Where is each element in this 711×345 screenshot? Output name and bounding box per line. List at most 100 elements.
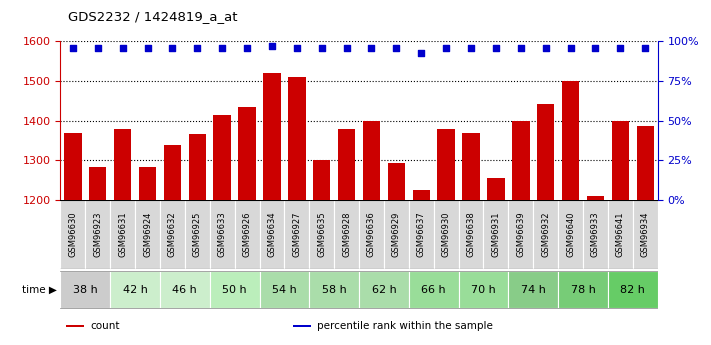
Text: 82 h: 82 h <box>621 285 645 295</box>
Bar <box>213 115 231 200</box>
Bar <box>409 271 459 308</box>
Text: 50 h: 50 h <box>223 285 247 295</box>
Bar <box>387 163 405 200</box>
Bar <box>437 129 455 200</box>
Text: 74 h: 74 h <box>521 285 545 295</box>
Text: 46 h: 46 h <box>173 285 197 295</box>
Point <box>292 45 303 50</box>
Bar <box>313 160 331 200</box>
Point <box>166 45 178 50</box>
Bar <box>210 200 235 269</box>
Point <box>316 45 327 50</box>
Text: GSM96630: GSM96630 <box>68 212 77 257</box>
Text: GSM96641: GSM96641 <box>616 212 625 257</box>
Bar <box>512 121 530 200</box>
Bar <box>583 200 608 269</box>
Text: GSM96639: GSM96639 <box>516 212 525 257</box>
Point <box>141 45 154 50</box>
Point <box>92 45 104 50</box>
Text: GDS2232 / 1424819_a_at: GDS2232 / 1424819_a_at <box>68 10 237 23</box>
Bar <box>160 271 210 308</box>
Point <box>67 45 78 50</box>
Bar <box>288 77 306 200</box>
Text: GSM96631: GSM96631 <box>118 212 127 257</box>
Point <box>614 45 626 50</box>
Text: GSM96930: GSM96930 <box>442 212 451 257</box>
Text: 58 h: 58 h <box>322 285 346 295</box>
Bar <box>384 200 409 269</box>
Text: 62 h: 62 h <box>372 285 396 295</box>
Bar <box>110 200 135 269</box>
Point <box>415 50 427 55</box>
Text: GSM96932: GSM96932 <box>541 212 550 257</box>
Bar <box>608 271 658 308</box>
Point <box>191 45 203 50</box>
Point <box>465 45 476 50</box>
Point <box>365 45 377 50</box>
Text: GSM96927: GSM96927 <box>292 212 301 257</box>
Bar <box>562 81 579 200</box>
Bar <box>139 167 156 200</box>
Point <box>515 45 526 50</box>
Point <box>540 45 551 50</box>
Bar <box>210 271 260 308</box>
Bar <box>135 200 160 269</box>
Bar <box>89 167 107 200</box>
Text: 66 h: 66 h <box>422 285 446 295</box>
Bar <box>64 134 82 200</box>
Text: GSM96634: GSM96634 <box>267 212 277 257</box>
Text: 38 h: 38 h <box>73 285 97 295</box>
Bar <box>587 196 604 200</box>
Bar <box>188 134 206 200</box>
Text: GSM96926: GSM96926 <box>242 212 252 257</box>
Bar <box>260 271 309 308</box>
Text: GSM96638: GSM96638 <box>466 212 476 257</box>
Bar <box>537 104 555 200</box>
Bar <box>284 200 309 269</box>
Bar <box>309 271 359 308</box>
Text: 54 h: 54 h <box>272 285 296 295</box>
Point <box>216 45 228 50</box>
Bar <box>409 200 434 269</box>
Text: GSM96929: GSM96929 <box>392 212 401 257</box>
Point <box>241 45 253 50</box>
Text: GSM96640: GSM96640 <box>566 212 575 257</box>
Point <box>391 45 402 50</box>
Point <box>589 45 601 50</box>
Text: percentile rank within the sample: percentile rank within the sample <box>317 321 493 331</box>
Bar <box>636 126 654 200</box>
Text: GSM96925: GSM96925 <box>193 212 202 257</box>
Text: GSM96923: GSM96923 <box>93 212 102 257</box>
Bar <box>110 271 160 308</box>
Bar <box>434 200 459 269</box>
Bar <box>558 200 583 269</box>
Bar <box>114 129 132 200</box>
Bar <box>633 200 658 269</box>
Text: GSM96633: GSM96633 <box>218 212 227 257</box>
Bar <box>260 200 284 269</box>
Text: time ▶: time ▶ <box>22 285 57 295</box>
Text: GSM96632: GSM96632 <box>168 212 177 257</box>
Text: GSM96635: GSM96635 <box>317 212 326 257</box>
Point <box>639 45 651 50</box>
Bar <box>611 121 629 200</box>
Bar <box>359 271 409 308</box>
Point <box>341 45 352 50</box>
Bar <box>60 200 85 269</box>
Bar <box>238 107 256 200</box>
Text: GSM96931: GSM96931 <box>491 212 501 257</box>
Bar <box>309 200 334 269</box>
Point <box>490 45 501 50</box>
Text: GSM96637: GSM96637 <box>417 212 426 257</box>
Bar <box>608 200 633 269</box>
Point <box>440 45 452 50</box>
Bar <box>164 145 181 200</box>
Bar <box>185 200 210 269</box>
Bar <box>533 200 558 269</box>
Bar <box>85 200 110 269</box>
Text: 78 h: 78 h <box>571 285 595 295</box>
Bar <box>66 325 85 327</box>
Text: 70 h: 70 h <box>471 285 496 295</box>
Text: GSM96636: GSM96636 <box>367 212 376 257</box>
Bar <box>459 271 508 308</box>
